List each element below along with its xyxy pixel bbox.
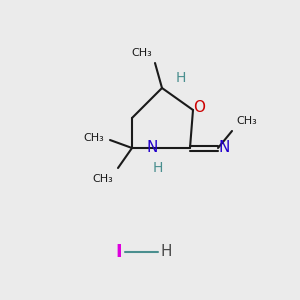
Text: I: I	[116, 243, 122, 261]
Text: CH₃: CH₃	[92, 174, 113, 184]
Text: CH₃: CH₃	[83, 133, 104, 143]
Text: H: H	[153, 161, 163, 175]
Text: CH₃: CH₃	[131, 48, 152, 58]
Text: H: H	[176, 71, 186, 85]
Text: H: H	[161, 244, 172, 260]
Text: O: O	[193, 100, 205, 116]
Text: N: N	[147, 140, 158, 155]
Text: N: N	[219, 140, 230, 155]
Text: CH₃: CH₃	[236, 116, 257, 126]
